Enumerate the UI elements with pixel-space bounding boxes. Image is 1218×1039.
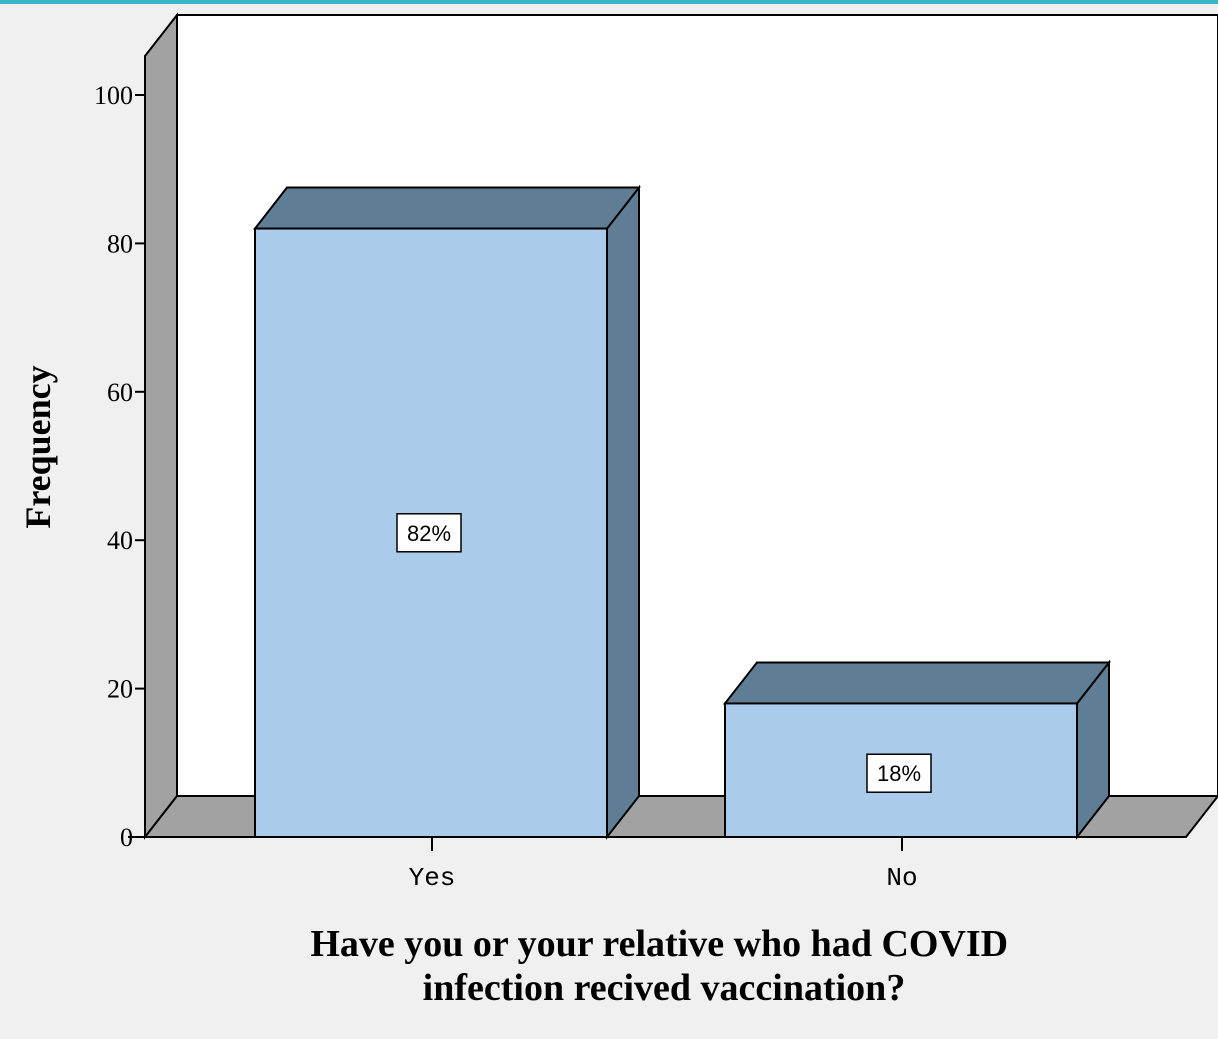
bar-yes: 82% xyxy=(252,184,642,840)
y-tick-label: 20 xyxy=(107,675,133,704)
y-tick-label: 40 xyxy=(107,526,133,555)
data-label-box xyxy=(866,753,932,793)
bar-top-face xyxy=(722,661,1112,705)
x-ticks: Yes No xyxy=(409,837,918,893)
y-tick-label: 0 xyxy=(120,823,133,852)
bars: 82% 18% xyxy=(252,184,1112,840)
data-label: 18% xyxy=(877,761,921,786)
y-tick-label: 80 xyxy=(107,229,133,258)
top-border xyxy=(0,0,1218,4)
y-axis-title: Frequency xyxy=(18,365,58,528)
data-label: 82% xyxy=(407,521,451,546)
x-axis-title-line-1: Have you or your relative who had COVID xyxy=(310,923,1008,965)
x-tick-label: No xyxy=(886,863,917,893)
data-label-box xyxy=(396,513,462,553)
y-ticks: 0 20 40 60 80 100 xyxy=(94,81,145,852)
bar-side-face xyxy=(606,184,640,840)
bar-no: 18% xyxy=(722,659,1112,840)
x-axis-title-line-2: infection recived vaccination? xyxy=(423,967,906,1009)
y-tick-label: 60 xyxy=(107,378,133,407)
plot-side-wall xyxy=(144,12,178,840)
y-tick-label: 100 xyxy=(94,81,133,110)
bar-top-face xyxy=(252,186,642,230)
x-tick-label: Yes xyxy=(409,863,456,893)
x-axis-title: Have you or your relative who had COVID … xyxy=(310,923,1017,1009)
